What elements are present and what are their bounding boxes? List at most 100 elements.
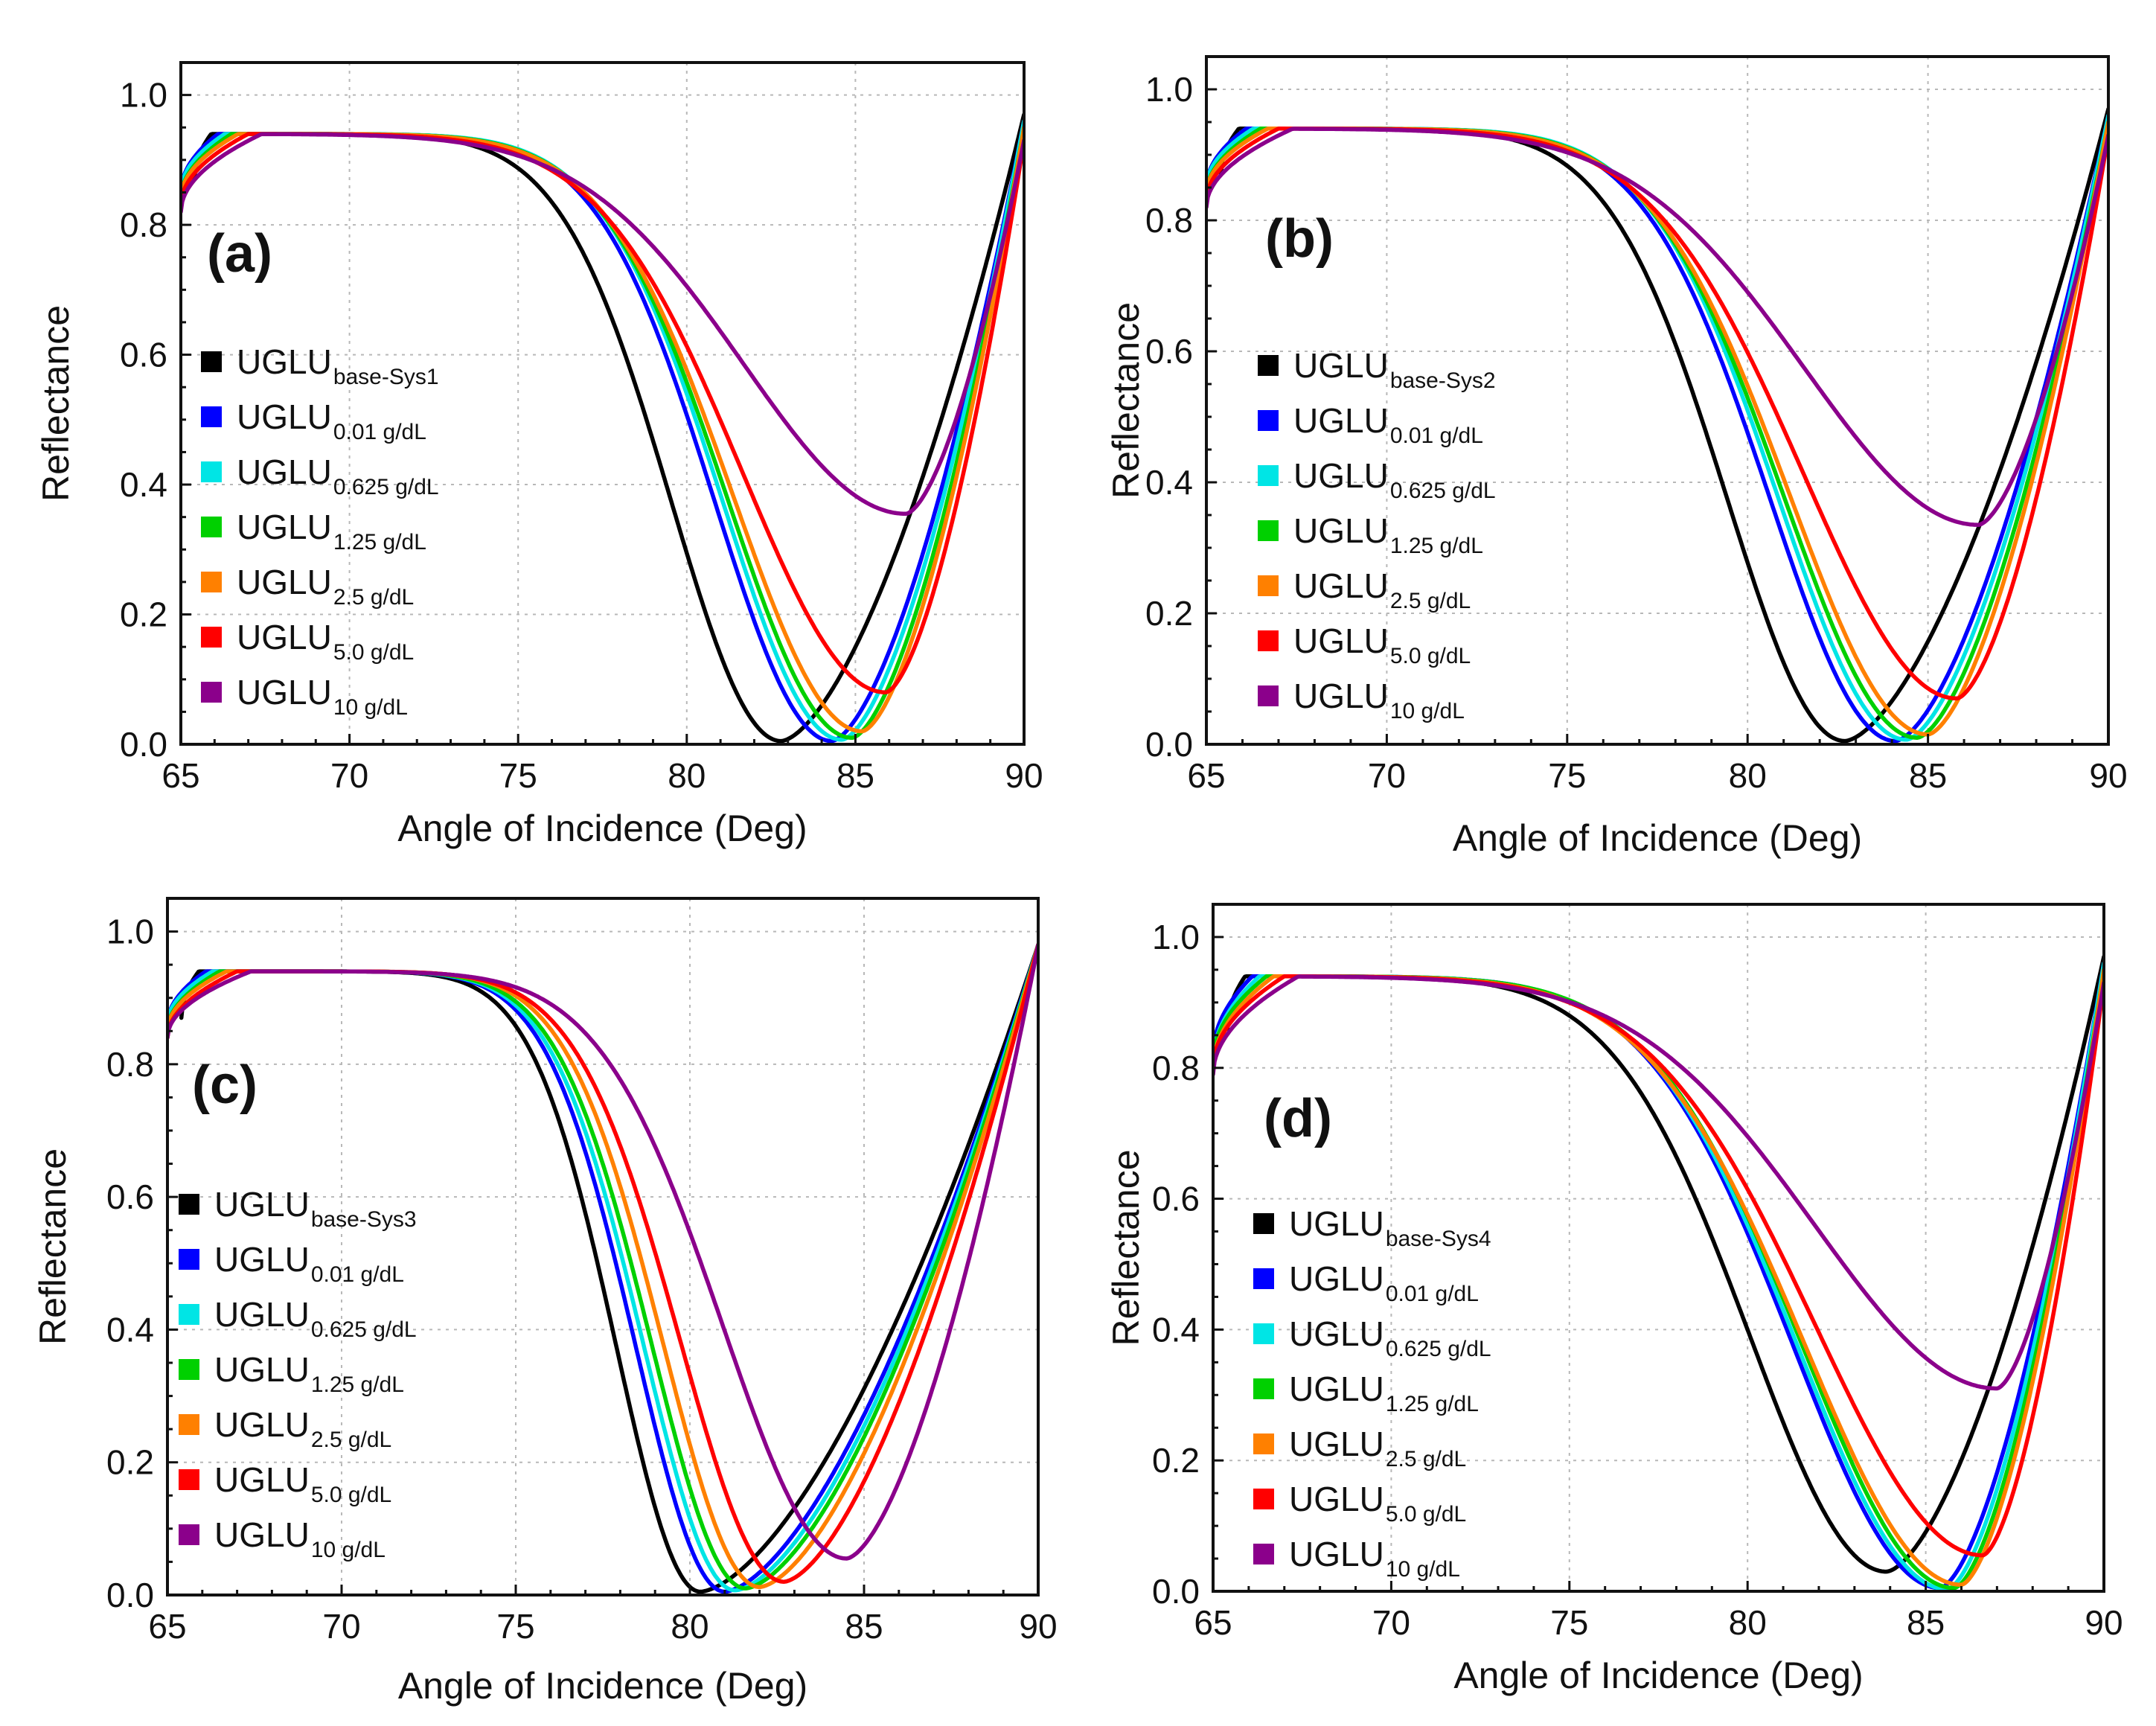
- legend-swatch: [1258, 465, 1279, 486]
- legend-entry-label: UGLU5.0 g/dL: [237, 618, 414, 665]
- x-tick-label: 90: [1005, 756, 1043, 795]
- plot-frame: [166, 897, 1040, 1596]
- y-tick-label: 0.0: [1145, 725, 1193, 764]
- plot-frame: [1212, 903, 2105, 1593]
- y-tick-label: 0.0: [1152, 1572, 1200, 1611]
- legend-swatch: [1253, 1213, 1274, 1234]
- legend-entry-label: UGLU2.5 g/dL: [1289, 1425, 1466, 1471]
- y-tick-label: 1.0: [120, 76, 167, 115]
- x-axis-title: Angle of Incidence (Deg): [397, 808, 807, 849]
- legend-entry-label: UGLU1.25 g/dL: [1293, 511, 1483, 558]
- legend-entry-label: UGLU0.625 g/dL: [237, 453, 439, 499]
- legend-swatch: [1258, 630, 1279, 651]
- legend-entry-label: UGLUbase-Sys2: [1293, 346, 1496, 393]
- y-axis-title: Reflectance: [1105, 302, 1147, 499]
- x-tick-label: 85: [845, 1607, 883, 1646]
- series-line-6: [181, 132, 1024, 517]
- plot-frame: [1205, 55, 2110, 746]
- legend-swatch: [179, 1194, 199, 1215]
- legend-swatch: [1258, 685, 1279, 706]
- y-tick-label: 0.2: [120, 595, 167, 634]
- x-tick-label: 90: [1019, 1607, 1057, 1646]
- legend-entry-label: UGLU2.5 g/dL: [214, 1405, 391, 1452]
- y-tick-label: 0.2: [106, 1443, 154, 1482]
- panel-label: (a): [207, 224, 272, 284]
- y-tick-label: 0.4: [120, 465, 167, 504]
- y-tick-label: 0.4: [106, 1310, 154, 1349]
- legend-entry-label: UGLUbase-Sys1: [237, 342, 439, 389]
- y-tick-label: 0.8: [1152, 1049, 1200, 1087]
- legend-entry-label: UGLU5.0 g/dL: [214, 1460, 391, 1507]
- x-tick-label: 75: [1548, 756, 1586, 795]
- legend-entry-label: UGLU0.01 g/dL: [237, 397, 426, 444]
- legend-swatch: [179, 1524, 199, 1545]
- y-tick-label: 0.2: [1145, 594, 1193, 633]
- legend-swatch: [1253, 1268, 1274, 1289]
- legend-swatch: [1253, 1433, 1274, 1454]
- legend-swatch: [179, 1469, 199, 1490]
- panel-b: 65 70 75 80 85 90 0.0 0.2 0.4 0.6 0.8 1.0 Angle of I…: [1105, 55, 2128, 859]
- legend-swatch: [201, 627, 222, 648]
- x-tick-label: 80: [671, 1607, 708, 1646]
- panel-label: (b): [1265, 209, 1334, 269]
- x-tick-label: 85: [1909, 756, 1947, 795]
- y-tick-label: 0.8: [120, 205, 167, 244]
- legend-swatch: [201, 351, 222, 372]
- legend-entry-label: UGLU0.01 g/dL: [1293, 401, 1483, 448]
- panel-a: 65 70 75 80 85 90 0.0 0.2 0.4 0.6 0.8 1.0 Angle of I…: [35, 61, 1043, 849]
- y-tick-label: 0.4: [1152, 1310, 1200, 1349]
- legend-swatch: [201, 517, 222, 537]
- panel-label: (d): [1264, 1089, 1332, 1148]
- legend-swatch: [1253, 1544, 1274, 1564]
- legend-entry-label: UGLU10 g/dL: [1289, 1535, 1460, 1582]
- legend-entry-label: UGLU1.25 g/dL: [237, 508, 426, 554]
- legend-swatch: [1258, 575, 1279, 596]
- y-tick-label: 0.6: [120, 336, 167, 374]
- legend-swatch: [1253, 1323, 1274, 1344]
- legend-swatch: [1253, 1489, 1274, 1509]
- y-tick-label: 1.0: [106, 912, 154, 951]
- y-axis-title: Reflectance: [1105, 1149, 1147, 1346]
- legend: UGLUbase-Sys3 UGLU0.01 g/dL UGLU0.625 g/dL…: [179, 1185, 417, 1562]
- y-tick-label: 0.2: [1152, 1441, 1200, 1480]
- y-tick-label: 0.4: [1145, 463, 1193, 502]
- legend-entry-label: UGLU2.5 g/dL: [1293, 566, 1471, 613]
- legend-swatch: [179, 1249, 199, 1270]
- legend-swatch: [1258, 520, 1279, 541]
- x-tick-label: 90: [2085, 1603, 2123, 1642]
- legend-entry-label: UGLU5.0 g/dL: [1293, 621, 1471, 668]
- x-tick-label: 90: [2089, 756, 2127, 795]
- legend-entry-label: UGLU5.0 g/dL: [1289, 1480, 1466, 1527]
- x-tick-label: 65: [161, 756, 199, 795]
- y-tick-label: 0.8: [1145, 201, 1193, 240]
- y-axis-title: Reflectance: [35, 305, 77, 502]
- legend: UGLUbase-Sys2 UGLU0.01 g/dL UGLU0.625 g/dL…: [1258, 346, 1496, 723]
- legend-entry-label: UGLU1.25 g/dL: [214, 1350, 404, 1397]
- legend-entry-label: UGLU1.25 g/dL: [1289, 1369, 1479, 1416]
- x-axis-title: Angle of Incidence (Deg): [398, 1665, 807, 1707]
- x-axis-title: Angle of Incidence (Deg): [1453, 1655, 1863, 1696]
- series-group: [1206, 106, 2108, 744]
- y-tick-label: 1.0: [1152, 918, 1200, 956]
- y-tick-label: 0.6: [106, 1177, 154, 1216]
- y-tick-label: 1.0: [1145, 70, 1193, 109]
- legend: UGLUbase-Sys1 UGLU0.01 g/dL UGLU0.625 g/dL…: [201, 342, 439, 720]
- legend-entry-label: UGLU10 g/dL: [237, 673, 408, 720]
- x-tick-label: 65: [148, 1607, 186, 1646]
- legend-entry-label: UGLU10 g/dL: [1293, 677, 1465, 723]
- legend-swatch: [201, 461, 222, 482]
- legend-swatch: [201, 406, 222, 427]
- series-line-0: [179, 942, 1038, 1594]
- x-tick-label: 65: [1194, 1603, 1232, 1642]
- legend-swatch: [179, 1414, 199, 1435]
- series-group: [181, 112, 1024, 744]
- x-tick-label: 75: [1550, 1603, 1588, 1642]
- y-tick-label: 0.6: [1145, 332, 1193, 371]
- legend-swatch: [201, 572, 222, 592]
- legend-swatch: [201, 682, 222, 703]
- series-group: [1213, 954, 2104, 1591]
- legend-swatch: [1253, 1378, 1274, 1399]
- x-tick-label: 70: [1372, 1603, 1410, 1642]
- legend-entry-label: UGLUbase-Sys4: [1289, 1204, 1491, 1251]
